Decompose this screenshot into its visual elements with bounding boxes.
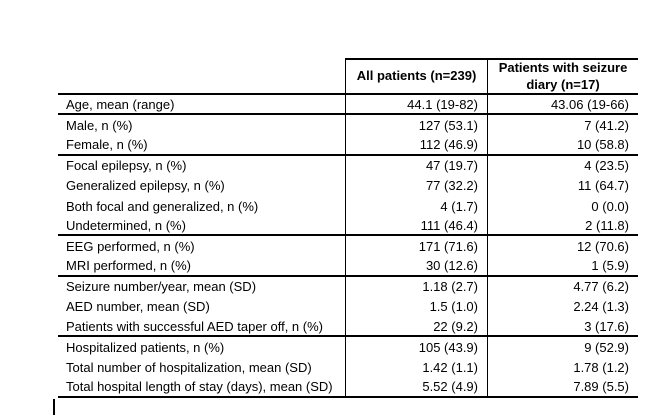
row-label: MRI performed, n (%) xyxy=(58,256,346,275)
all-patients-value: 5.52 (4.9) xyxy=(346,377,488,396)
all-patients-value: 22 (9.2) xyxy=(346,317,488,336)
row-label: Generalized epilepsy, n (%) xyxy=(58,175,346,196)
row-label: EEG performed, n (%) xyxy=(58,236,346,257)
row-label: Male, n (%) xyxy=(58,115,346,136)
table-row: AED number, mean (SD) 1.5 (1.0) 2.24 (1.3) xyxy=(58,296,638,318)
header-empty-cell xyxy=(58,58,346,93)
row-label: AED number, mean (SD) xyxy=(58,296,346,318)
row-label: Total number of hospitalization, mean (S… xyxy=(58,357,346,378)
diary-value: 43.06 (19-66) xyxy=(550,96,629,112)
row-label: Focal epilepsy, n (%) xyxy=(58,155,346,176)
all-patients-value: 1.42 (1.1) xyxy=(346,357,488,378)
table-row: Age, mean (range) 44.1 (19-82) 43.06 (19-6… xyxy=(58,95,638,116)
all-patients-value: 1.18 (2.7) xyxy=(346,276,488,297)
diary-value: 2 (11.8) xyxy=(585,217,629,233)
row-label: Both focal and generalized, n (%) xyxy=(58,195,346,217)
table-row: Both focal and generalized, n (%) 4 (1.7)… xyxy=(58,195,638,217)
all-patients-value: 47 (19.7) xyxy=(346,155,488,176)
row-label: Hospitalized patients, n (%) xyxy=(58,337,346,358)
all-patients-value: 171 (71.6) xyxy=(346,236,488,257)
diary-value: 1.78 (1.2) xyxy=(573,360,629,376)
all-patients-value: 77 (32.2) xyxy=(346,175,488,196)
table-row: Hospitalized patients, n (%) 105 (43.9) 9 … xyxy=(58,337,638,358)
diary-value: 1 (5.9) xyxy=(591,258,629,274)
table-row: Generalized epilepsy, n (%) 77 (32.2) 11 (… xyxy=(58,175,638,196)
all-patients-value: 44.1 (19-82) xyxy=(346,95,488,114)
all-patients-value: 105 (43.9) xyxy=(346,337,488,358)
row-label: Female, n (%) xyxy=(58,135,346,154)
diary-value: 3 (17.6) xyxy=(584,318,629,334)
table-row: Total number of hospitalization, mean (S… xyxy=(58,357,638,378)
table-row: Focal epilepsy, n (%) 47 (19.7) 4 (23.5) xyxy=(58,155,638,176)
diary-value: 4 (23.5) xyxy=(584,158,629,174)
row-label: Seizure number/year, mean (SD) xyxy=(58,276,346,297)
diary-value: 0 (0.0) xyxy=(591,198,629,214)
table-header-row: All patients (n=239) Patients with seizu… xyxy=(58,58,638,95)
diary-value: 10 (58.8) xyxy=(576,136,629,152)
diary-value: 7.89 (5.5) xyxy=(573,379,629,395)
row-label: Age, mean (range) xyxy=(58,95,346,114)
row-label: Undetermined, n (%) xyxy=(58,216,346,235)
all-patients-value: 4 (1.7) xyxy=(346,195,488,217)
header-seizure-diary: Patients with seizure diary (n=17) xyxy=(488,58,638,93)
diary-value: 9 (52.9) xyxy=(584,339,629,355)
row-label: Total hospital length of stay (days), me… xyxy=(58,377,346,396)
all-patients-value: 30 (12.6) xyxy=(346,256,488,275)
table-row: Patients with successful AED taper off, … xyxy=(58,317,638,338)
all-patients-value: 127 (53.1) xyxy=(346,115,488,136)
table-row: EEG performed, n (%) 171 (71.6) 12 (70.6) xyxy=(58,236,638,257)
diary-value: 12 (70.6) xyxy=(576,238,629,254)
table-row: Undetermined, n (%) 111 (46.4) 2 (11.8) xyxy=(58,216,638,237)
diary-value: 11 (64.7) xyxy=(577,178,629,194)
table-row: Total hospital length of stay (days), me… xyxy=(58,377,638,398)
all-patients-value: 111 (46.4) xyxy=(346,216,488,235)
all-patients-value: 1.5 (1.0) xyxy=(346,296,488,318)
table-row: Male, n (%) 127 (53.1) 7 (41.2) xyxy=(58,115,638,136)
diary-value: 4.77 (6.2) xyxy=(573,279,629,295)
table-row: Seizure number/year, mean (SD) 1.18 (2.7)… xyxy=(58,276,638,297)
patient-characteristics-table: All patients (n=239) Patients with seizu… xyxy=(58,58,638,398)
row-label: Patients with successful AED taper off, … xyxy=(58,317,346,336)
table-row: Female, n (%) 112 (46.9) 10 (58.8) xyxy=(58,135,638,156)
text-cursor xyxy=(53,399,55,415)
table-body: Age, mean (range) 44.1 (19-82) 43.06 (19-6… xyxy=(58,95,638,398)
all-patients-value: 112 (46.9) xyxy=(346,135,488,154)
header-all-patients: All patients (n=239) xyxy=(346,58,488,93)
table-row: MRI performed, n (%) 30 (12.6) 1 (5.9) xyxy=(58,256,638,277)
diary-value: 2.24 (1.3) xyxy=(573,299,629,315)
diary-value: 7 (41.2) xyxy=(584,117,629,133)
